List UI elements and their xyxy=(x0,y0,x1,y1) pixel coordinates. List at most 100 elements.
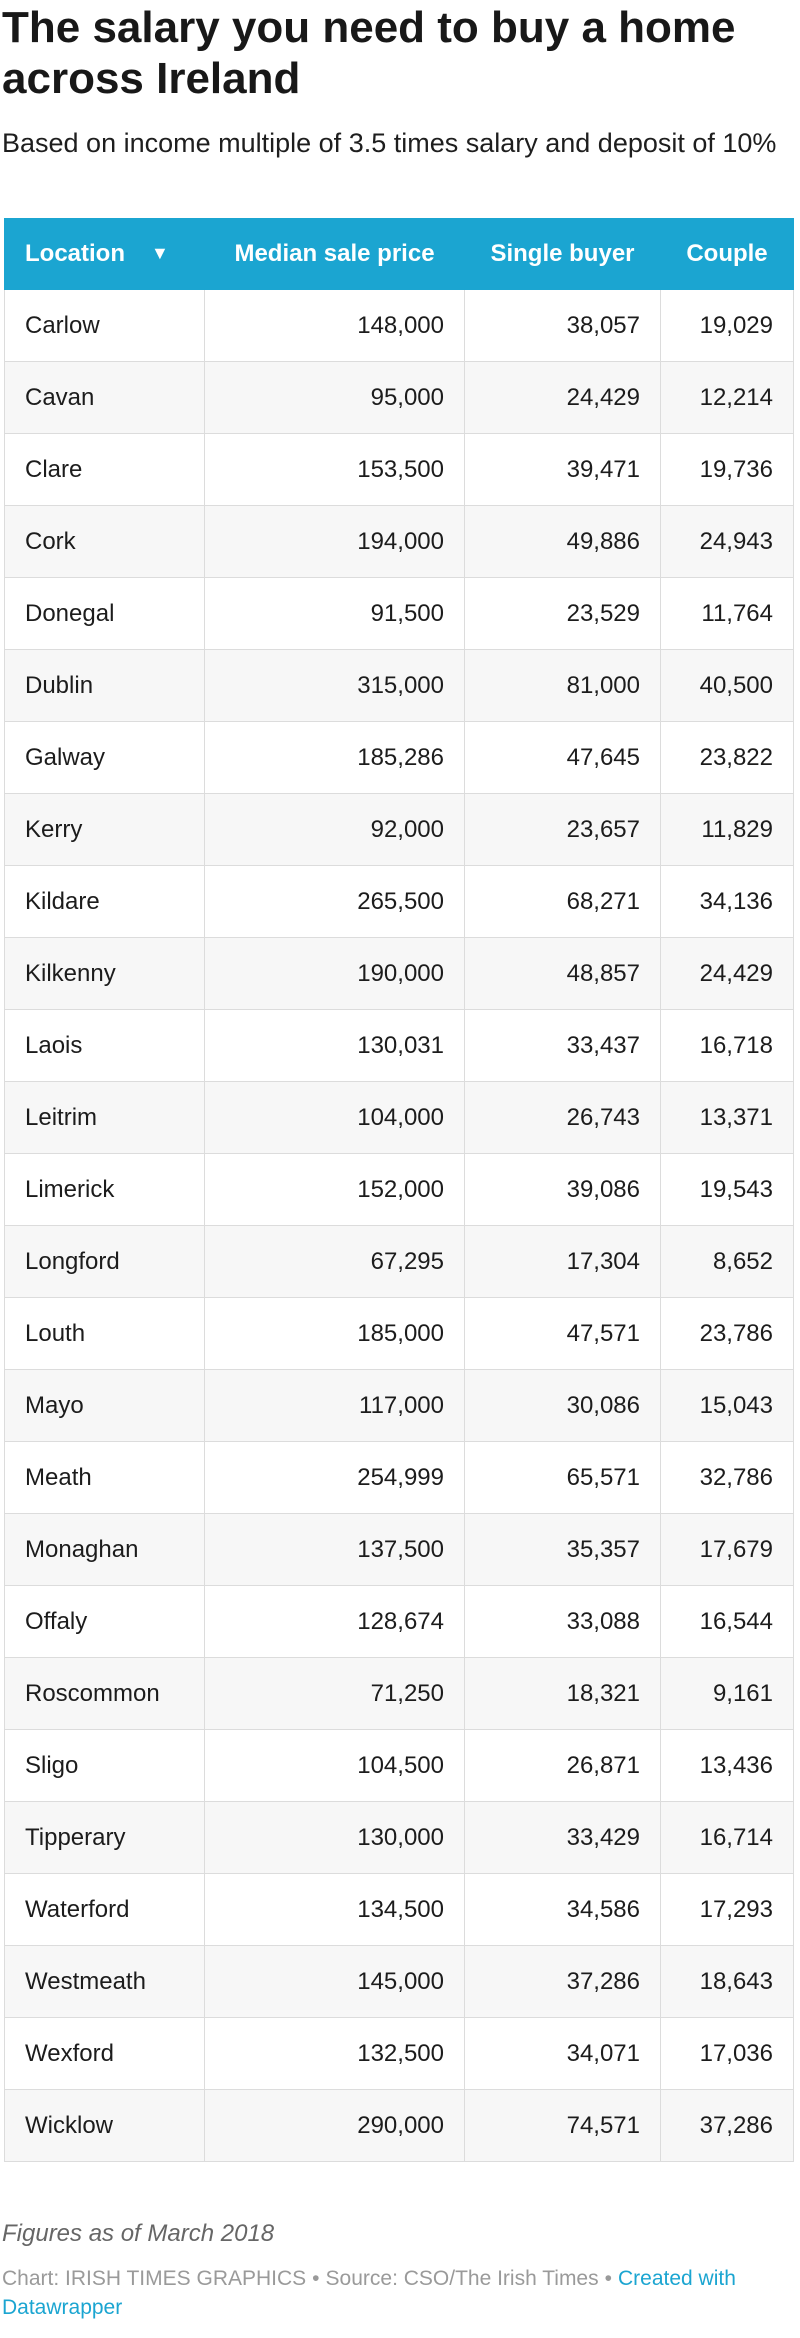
cell-location: Limerick xyxy=(4,1153,205,1226)
table-row: Tipperary 130,000 33,429 16,714 xyxy=(4,1801,794,1874)
table-row: Offaly 128,674 33,088 16,544 xyxy=(4,1585,794,1658)
column-header-couple[interactable]: Couple xyxy=(660,218,794,290)
cell-median-sale-price: 152,000 xyxy=(204,1153,465,1226)
cell-median-sale-price: 95,000 xyxy=(204,361,465,434)
cell-median-sale-price: 315,000 xyxy=(204,649,465,722)
cell-median-sale-price: 132,500 xyxy=(204,2017,465,2090)
cell-couple: 15,043 xyxy=(660,1369,794,1442)
cell-couple: 34,136 xyxy=(660,865,794,938)
cell-couple: 32,786 xyxy=(660,1441,794,1514)
column-header-single-buyer[interactable]: Single buyer xyxy=(464,218,661,290)
cell-single-buyer: 49,886 xyxy=(464,505,661,578)
cell-median-sale-price: 92,000 xyxy=(204,793,465,866)
cell-median-sale-price: 290,000 xyxy=(204,2089,465,2162)
cell-location: Cork xyxy=(4,505,205,578)
cell-couple: 40,500 xyxy=(660,649,794,722)
table-row: Kerry 92,000 23,657 11,829 xyxy=(4,793,794,866)
cell-single-buyer: 74,571 xyxy=(464,2089,661,2162)
column-header-location[interactable]: Location ▼ xyxy=(4,218,205,290)
cell-median-sale-price: 145,000 xyxy=(204,1945,465,2018)
cell-median-sale-price: 148,000 xyxy=(204,289,465,362)
cell-location: Galway xyxy=(4,721,205,794)
cell-couple: 11,829 xyxy=(660,793,794,866)
cell-couple: 23,822 xyxy=(660,721,794,794)
table-row: Galway 185,286 47,645 23,822 xyxy=(4,721,794,794)
chart-credits: Chart: IRISH TIMES GRAPHICS • Source: CSO/… xyxy=(2,2264,782,2322)
cell-median-sale-price: 190,000 xyxy=(204,937,465,1010)
cell-median-sale-price: 71,250 xyxy=(204,1657,465,1730)
cell-single-buyer: 30,086 xyxy=(464,1369,661,1442)
cell-couple: 23,786 xyxy=(660,1297,794,1370)
cell-single-buyer: 17,304 xyxy=(464,1225,661,1298)
cell-single-buyer: 18,321 xyxy=(464,1657,661,1730)
cell-couple: 13,371 xyxy=(660,1081,794,1154)
cell-location: Carlow xyxy=(4,289,205,362)
cell-single-buyer: 68,271 xyxy=(464,865,661,938)
table-row: Kilkenny 190,000 48,857 24,429 xyxy=(4,937,794,1010)
chart-title: The salary you need to buy a home across… xyxy=(2,3,736,103)
chart-notes: Figures as of March 2018 xyxy=(2,2220,275,2247)
cell-single-buyer: 34,071 xyxy=(464,2017,661,2090)
datawrapper-link[interactable]: Created with Datawrapper xyxy=(2,2267,736,2319)
cell-location: Donegal xyxy=(4,577,205,650)
cell-location: Kerry xyxy=(4,793,205,866)
table-row: Monaghan 137,500 35,357 17,679 xyxy=(4,1513,794,1586)
cell-median-sale-price: 117,000 xyxy=(204,1369,465,1442)
table-row: Cavan 95,000 24,429 12,214 xyxy=(4,361,794,434)
cell-single-buyer: 24,429 xyxy=(464,361,661,434)
table-row: Leitrim 104,000 26,743 13,371 xyxy=(4,1081,794,1154)
column-header-median-sale-price[interactable]: Median sale price xyxy=(204,218,465,290)
sort-descending-icon[interactable]: ▼ xyxy=(151,243,169,263)
cell-median-sale-price: 67,295 xyxy=(204,1225,465,1298)
cell-median-sale-price: 137,500 xyxy=(204,1513,465,1586)
cell-location: Dublin xyxy=(4,649,205,722)
table-row: Kildare 265,500 68,271 34,136 xyxy=(4,865,794,938)
cell-median-sale-price: 104,000 xyxy=(204,1081,465,1154)
table-header-row: Location ▼ Median sale price Single buyer… xyxy=(4,218,794,290)
cell-single-buyer: 34,586 xyxy=(464,1873,661,1946)
table-body: Carlow 148,000 38,057 19,029 Cavan 95,000 24,4… xyxy=(4,289,794,2162)
table-row: Laois 130,031 33,437 16,718 xyxy=(4,1009,794,1082)
cell-single-buyer: 39,471 xyxy=(464,433,661,506)
cell-median-sale-price: 130,000 xyxy=(204,1801,465,1874)
table-row: Wexford 132,500 34,071 17,036 xyxy=(4,2017,794,2090)
cell-median-sale-price: 185,000 xyxy=(204,1297,465,1370)
table-row: Wicklow 290,000 74,571 37,286 xyxy=(4,2089,794,2162)
cell-location: Laois xyxy=(4,1009,205,1082)
cell-single-buyer: 35,357 xyxy=(464,1513,661,1586)
table-row: Sligo 104,500 26,871 13,436 xyxy=(4,1729,794,1802)
credit-separator: • xyxy=(604,2267,612,2290)
cell-median-sale-price: 153,500 xyxy=(204,433,465,506)
cell-single-buyer: 26,743 xyxy=(464,1081,661,1154)
table-row: Longford 67,295 17,304 8,652 xyxy=(4,1225,794,1298)
cell-location: Clare xyxy=(4,433,205,506)
table-row: Louth 185,000 47,571 23,786 xyxy=(4,1297,794,1370)
cell-single-buyer: 48,857 xyxy=(464,937,661,1010)
cell-couple: 17,036 xyxy=(660,2017,794,2090)
cell-single-buyer: 33,429 xyxy=(464,1801,661,1874)
table-row: Mayo 117,000 30,086 15,043 xyxy=(4,1369,794,1442)
cell-median-sale-price: 254,999 xyxy=(204,1441,465,1514)
cell-location: Tipperary xyxy=(4,1801,205,1874)
cell-location: Kilkenny xyxy=(4,937,205,1010)
cell-single-buyer: 23,529 xyxy=(464,577,661,650)
cell-couple: 11,764 xyxy=(660,577,794,650)
table-header: Location ▼ Median sale price Single buyer… xyxy=(4,218,794,290)
cell-couple: 8,652 xyxy=(660,1225,794,1298)
cell-single-buyer: 38,057 xyxy=(464,289,661,362)
table-row: Westmeath 145,000 37,286 18,643 xyxy=(4,1945,794,2018)
cell-single-buyer: 47,645 xyxy=(464,721,661,794)
table-row: Carlow 148,000 38,057 19,029 xyxy=(4,289,794,362)
cell-single-buyer: 65,571 xyxy=(464,1441,661,1514)
cell-location: Leitrim xyxy=(4,1081,205,1154)
cell-location: Waterford xyxy=(4,1873,205,1946)
data-table-container: Location ▼ Median sale price Single buyer… xyxy=(4,218,794,2162)
column-header-label: Single buyer xyxy=(490,240,635,267)
cell-location: Westmeath xyxy=(4,1945,205,2018)
chart-subtitle: Based on income multiple of 3.5 times sa… xyxy=(2,128,777,158)
cell-couple: 17,679 xyxy=(660,1513,794,1586)
column-header-label: Median sale price xyxy=(234,240,435,267)
cell-couple: 9,161 xyxy=(660,1657,794,1730)
cell-median-sale-price: 194,000 xyxy=(204,505,465,578)
cell-median-sale-price: 130,031 xyxy=(204,1009,465,1082)
